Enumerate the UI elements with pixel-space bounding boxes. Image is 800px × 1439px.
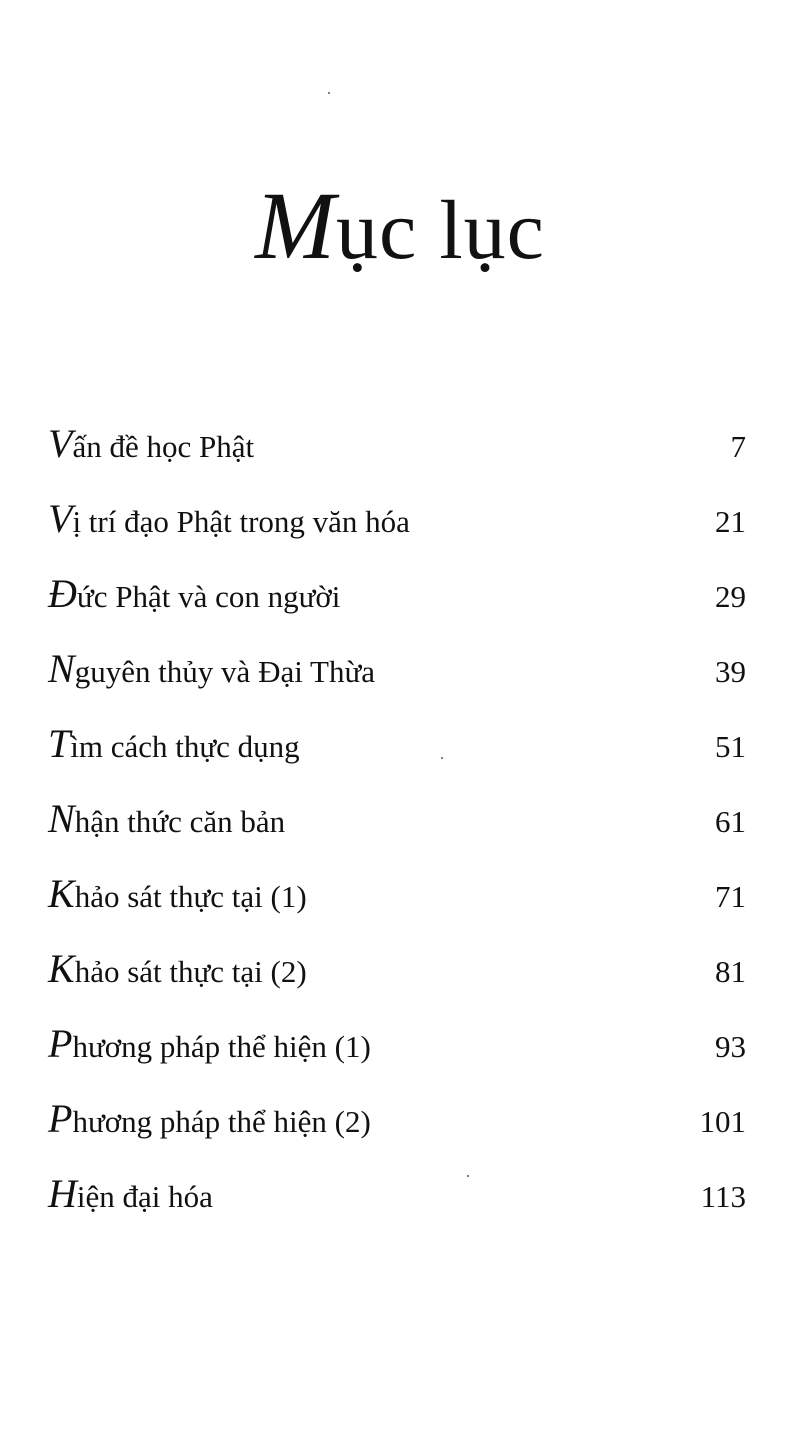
entry-page-number: 7 [730,429,747,464]
entry-title: Tìm cách thực dụng [48,721,300,766]
table-of-contents: Vấn đề học Phật 7 Vị trí đạo Phật trong v… [48,420,746,1245]
entry-page-number: 101 [699,1104,747,1139]
entry-title: Đức Phật và con người [48,571,341,616]
entry-title: Vị trí đạo Phật trong văn hóa [48,496,410,541]
page-title: Mục lục [255,172,545,279]
entry-page-number: 113 [700,1179,746,1214]
toc-entry[interactable]: Nguyên thủy và Đại Thừa 39 [48,645,746,720]
toc-entry[interactable]: Khảo sát thực tại (2) 81 [48,945,746,1020]
entry-title: Vấn đề học Phật [48,421,255,466]
toc-entry[interactable]: Khảo sát thực tại (1) 71 [48,870,746,945]
toc-entry[interactable]: Hiện đại hóa 113 [48,1170,746,1245]
speck [328,92,330,94]
entry-page-number: 81 [715,954,746,989]
entry-title: Khảo sát thực tại (2) [48,946,307,991]
toc-entry[interactable]: Phương pháp thể hiện (2) 101 [48,1095,746,1170]
entry-page-number: 39 [715,654,746,689]
entry-page-number: 21 [715,504,746,539]
toc-entry[interactable]: Đức Phật và con người 29 [48,570,746,645]
entry-title: Nhận thức căn bản [48,796,286,841]
entry-page-number: 29 [715,579,746,614]
entry-page-number: 51 [715,729,746,764]
speck [441,757,443,759]
toc-entry[interactable]: Tìm cách thực dụng 51 [48,720,746,795]
entry-page-number: 61 [715,804,746,839]
entry-page-number: 71 [715,879,746,914]
entry-title: Nguyên thủy và Đại Thừa [48,646,376,691]
entry-title: Phương pháp thể hiện (2) [48,1096,371,1141]
speck [467,1175,469,1177]
entry-title: Hiện đại hóa [48,1171,213,1216]
toc-entry[interactable]: Vị trí đạo Phật trong văn hóa 21 [48,495,746,570]
entry-title: Phương pháp thể hiện (1) [48,1021,371,1066]
toc-entry[interactable]: Phương pháp thể hiện (1) 93 [48,1020,746,1095]
toc-entry[interactable]: Vấn đề học Phật 7 [48,420,746,495]
entry-title: Khảo sát thực tại (1) [48,871,307,916]
toc-entry[interactable]: Nhận thức căn bản 61 [48,795,746,870]
entry-page-number: 93 [715,1029,746,1064]
